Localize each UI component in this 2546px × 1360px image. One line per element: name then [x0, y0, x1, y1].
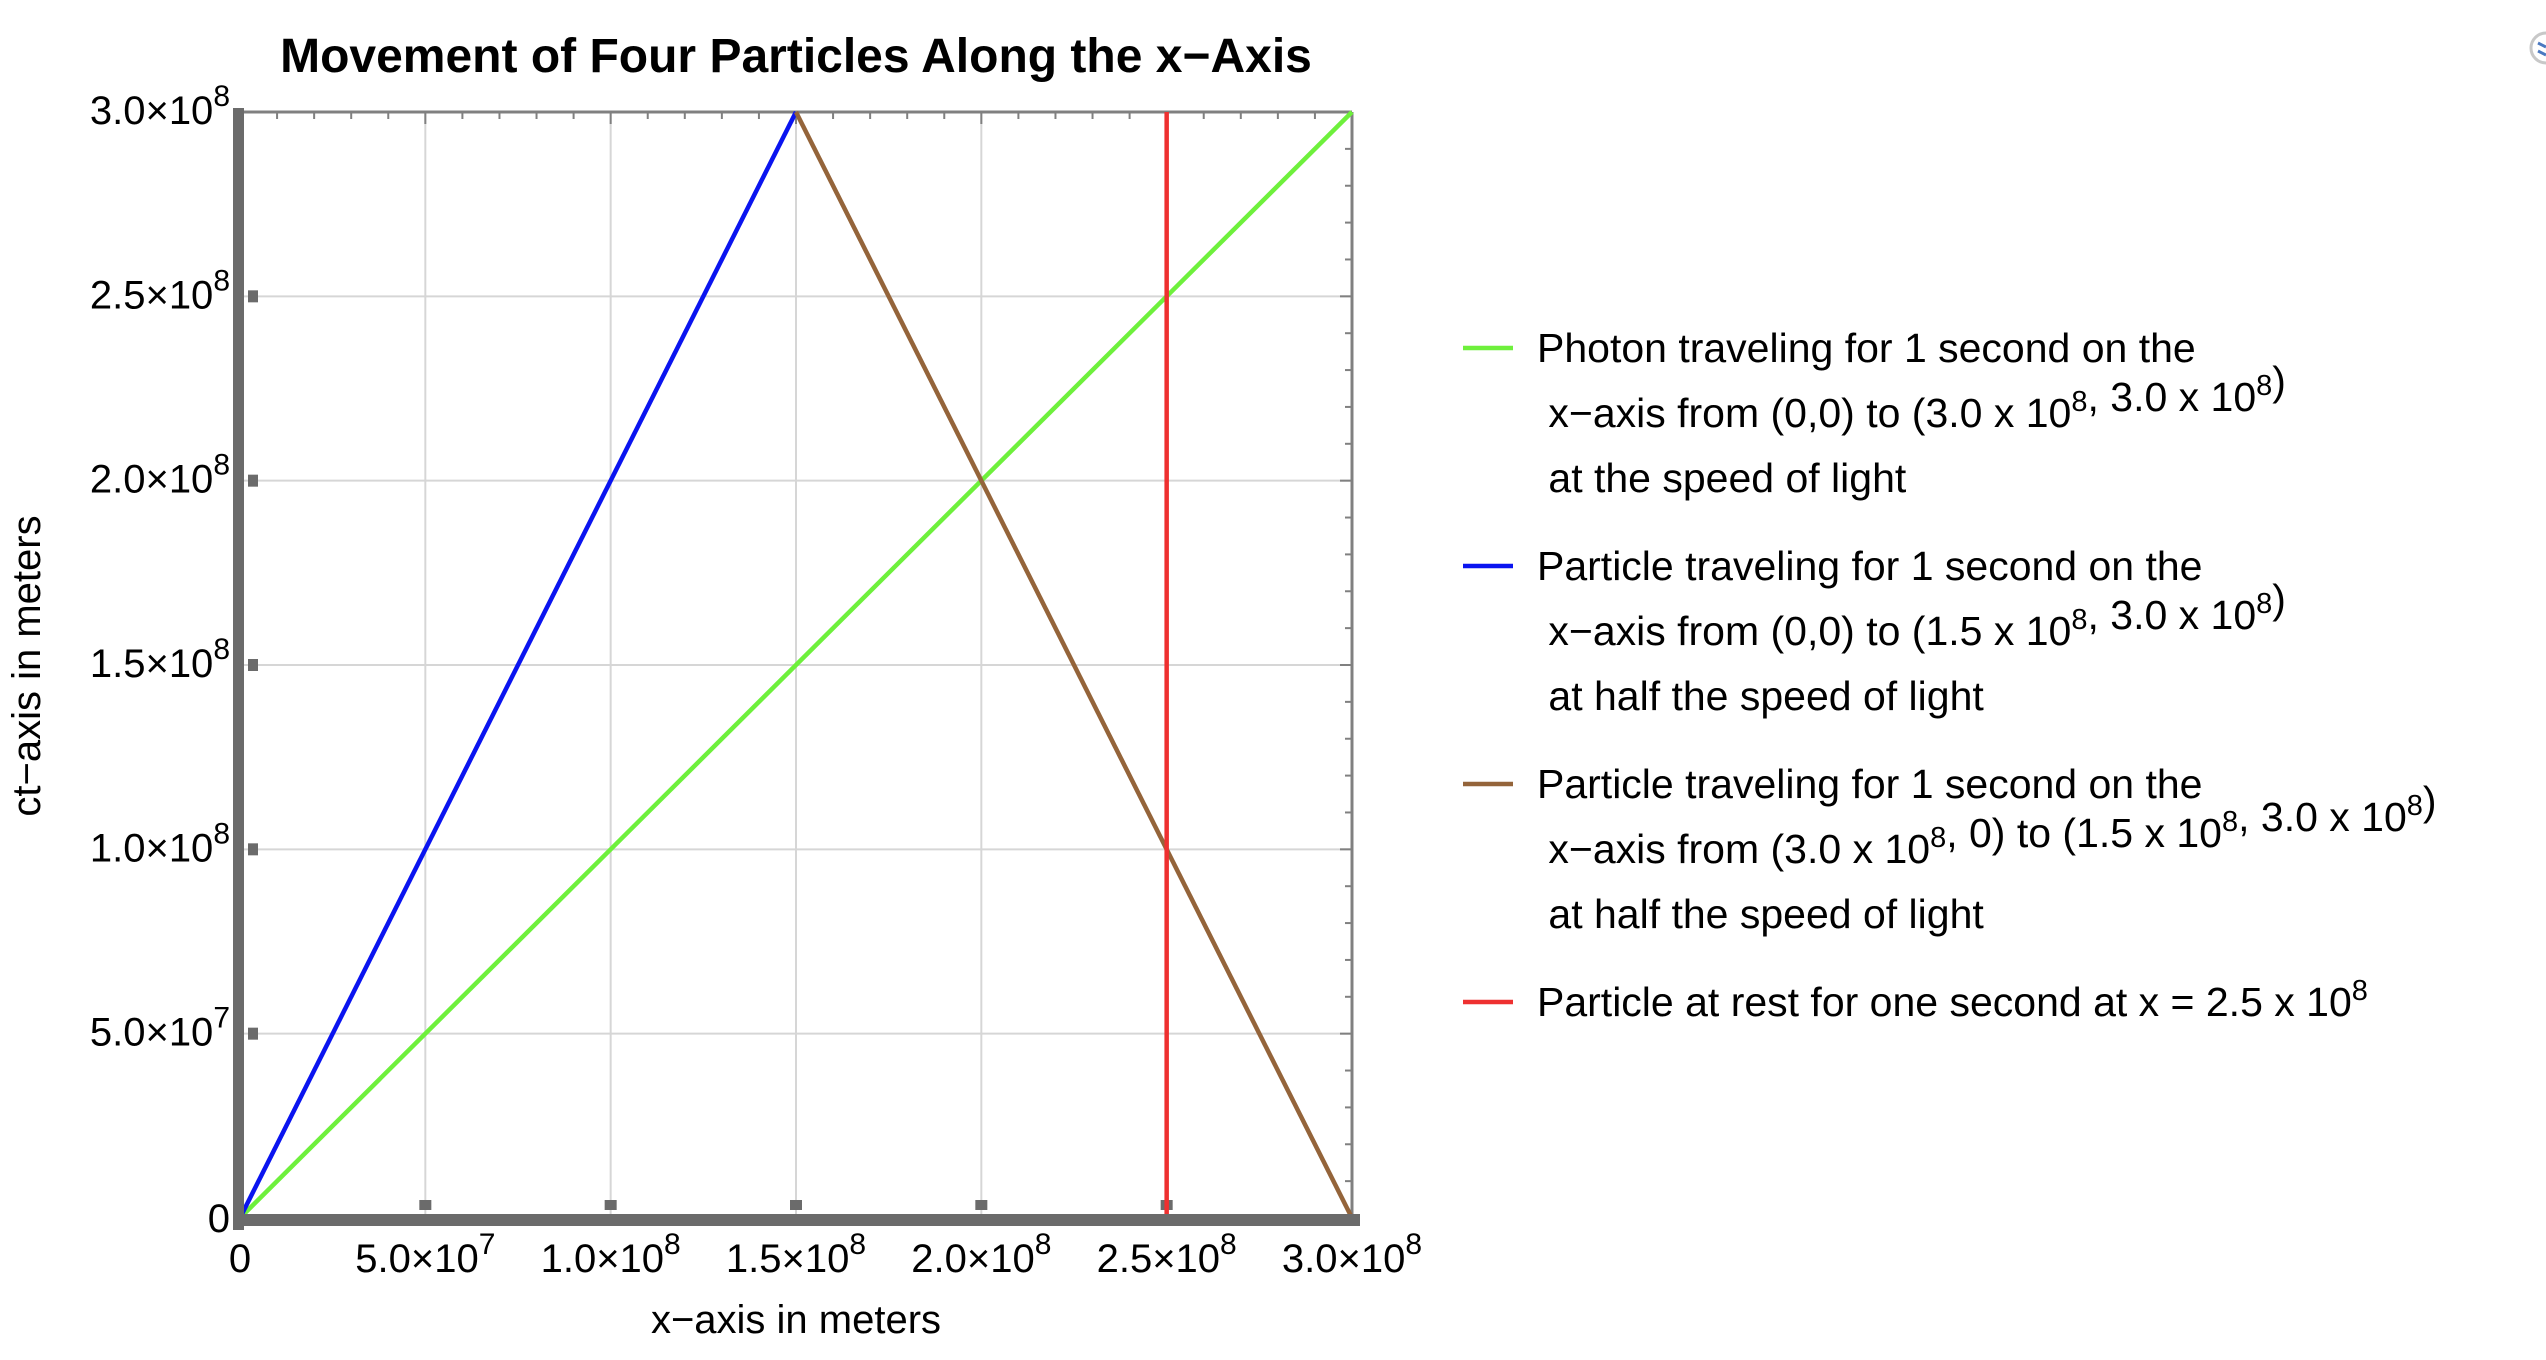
- left-major-tick: [248, 843, 258, 856]
- series-line-particle-half-speed-right: [237, 110, 799, 1220]
- x-tick-label: 2.5×108: [1097, 1228, 1237, 1281]
- y-tick-label: 0: [208, 1197, 230, 1241]
- x-tick-label: 1.0×108: [541, 1228, 681, 1281]
- legend-text-line: at half the speed of light: [1537, 673, 1984, 719]
- legend-text-line: at the speed of light: [1537, 455, 1907, 501]
- legend: Photon traveling for 1 second on the x−a…: [1463, 325, 2437, 1025]
- y-axis-line: [233, 108, 244, 1230]
- x-tick-label: 0: [229, 1237, 251, 1281]
- legend-text-line: Photon traveling for 1 second on the: [1537, 325, 2196, 371]
- legend-text-line: Particle traveling for 1 second on the: [1537, 761, 2203, 807]
- legend-item-particle-half-speed-left: Particle traveling for 1 second on the x…: [1463, 761, 2437, 937]
- chart-title: Movement of Four Particles Along the x−A…: [280, 30, 1312, 83]
- x-tick-labels: 0 5.0×107 1.0×108 1.5×108 2.0×108 2.5×108 3.0×…: [229, 1228, 1422, 1281]
- legend-text-line: x−axis from (0,0) to (1.5 x 108, 3.0 x 1…: [1537, 576, 2286, 654]
- left-major-tick: [248, 1027, 258, 1040]
- series-line-particle-half-speed-left: [793, 110, 1355, 1220]
- y-tick-label: 2.5×108: [90, 264, 230, 317]
- y-tick-label: 1.5×108: [90, 633, 230, 686]
- bottom-major-tick: [790, 1200, 802, 1210]
- y-axis-label: ct−axis in meters: [5, 515, 49, 816]
- legend-text-line: at half the speed of light: [1537, 891, 1984, 937]
- x-tick-label: 2.0×108: [911, 1228, 1051, 1281]
- y-tick-label: 5.0×107: [90, 1002, 230, 1055]
- legend-item-particle-at-rest: Particle at rest for one second at x = 2…: [1463, 975, 2368, 1025]
- x-tick-label: 3.0×108: [1282, 1228, 1422, 1281]
- bottom-major-tick: [419, 1200, 432, 1210]
- x-tick-label: 5.0×107: [355, 1228, 495, 1281]
- left-major-tick: [248, 474, 258, 487]
- series-lines: [237, 110, 1355, 1220]
- legend-text-line: Particle traveling for 1 second on the: [1537, 543, 2203, 589]
- y-tick-labels: 0 5.0×107 1.0×108 1.5×108 2.0×108 2.5×108 3.0×…: [90, 80, 230, 1241]
- y-tick-label: 1.0×108: [90, 817, 230, 870]
- y-tick-label: 2.0×108: [90, 449, 230, 502]
- x-axis-label: x−axis in meters: [651, 1298, 941, 1342]
- legend-item-particle-half-speed-right: Particle traveling for 1 second on the x…: [1463, 543, 2286, 719]
- bottom-major-tick: [604, 1200, 617, 1210]
- legend-text-line: Particle at rest for one second at x = 2…: [1537, 975, 2368, 1025]
- bottom-major-tick: [975, 1200, 988, 1210]
- corner-widget-icon[interactable]: [2529, 31, 2546, 65]
- x-axis-line: [233, 1214, 1360, 1226]
- left-major-tick: [248, 659, 258, 671]
- legend-text-line: x−axis from (0,0) to (3.0 x 108, 3.0 x 1…: [1537, 358, 2286, 436]
- legend-item-photon: Photon traveling for 1 second on the x−a…: [1463, 325, 2286, 501]
- left-major-tick: [248, 290, 258, 303]
- y-tick-label: 3.0×108: [90, 80, 230, 133]
- x-tick-label: 1.5×108: [726, 1228, 866, 1281]
- legend-text-line: x−axis from (3.0 x 108, 0) to (1.5 x 108…: [1537, 778, 2437, 872]
